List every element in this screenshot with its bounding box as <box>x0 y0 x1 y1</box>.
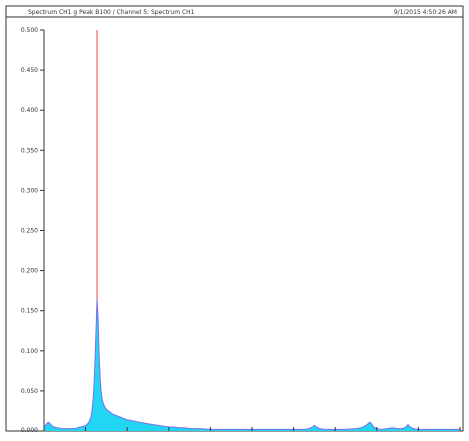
plot-frame <box>5 16 464 432</box>
tick-layer: 0.000 0.050 0.100 0.150 0.200 0.250 0.300 0.350… <box>21 27 461 434</box>
y-tick-label: 0.200 <box>21 268 38 275</box>
y-tick-label: 0.250 <box>21 228 38 235</box>
header-timestamp: 9/1/2015 4:50:26 AM <box>394 9 457 16</box>
y-tick-label: 0.050 <box>21 388 38 395</box>
y-tick-label: 0.350 <box>21 147 38 154</box>
y-tick-label: 0.300 <box>21 187 38 194</box>
y-tick-label: 0.450 <box>21 67 38 74</box>
frame-layer: Spectrum CH1 g Peak B100 / Channel 5: Sp… <box>5 5 464 432</box>
data-layer <box>43 30 460 431</box>
y-tick-label: 0.000 <box>21 427 38 434</box>
header-title: Spectrum CH1 g Peak B100 / Channel 5: Sp… <box>28 9 195 16</box>
spectrum-line <box>43 298 460 430</box>
y-tick-label: 0.400 <box>21 107 38 114</box>
y-tick-label: 0.100 <box>21 348 38 355</box>
y-tick-label: 0.150 <box>21 308 38 315</box>
y-tick-label: 0.500 <box>21 27 38 34</box>
